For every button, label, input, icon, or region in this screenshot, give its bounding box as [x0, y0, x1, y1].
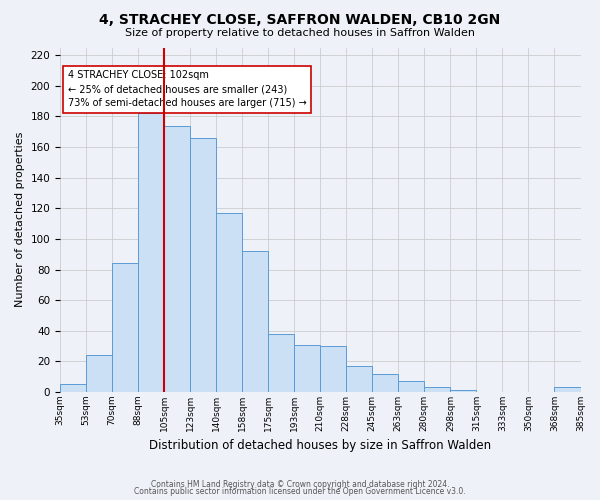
Bar [164, 126, 190, 392]
Text: 4 STRACHEY CLOSE: 102sqm
← 25% of detached houses are smaller (243)
73% of semi-: 4 STRACHEY CLOSE: 102sqm ← 25% of detach… [68, 70, 307, 108]
Bar [268, 334, 294, 392]
Bar [424, 388, 451, 392]
Text: 4, STRACHEY CLOSE, SAFFRON WALDEN, CB10 2GN: 4, STRACHEY CLOSE, SAFFRON WALDEN, CB10 … [100, 12, 500, 26]
Bar [190, 138, 216, 392]
Text: Contains HM Land Registry data © Crown copyright and database right 2024.: Contains HM Land Registry data © Crown c… [151, 480, 449, 489]
Bar [60, 384, 86, 392]
Bar [320, 346, 346, 392]
Bar [451, 390, 476, 392]
Text: Contains public sector information licensed under the Open Government Licence v3: Contains public sector information licen… [134, 487, 466, 496]
Bar [112, 264, 138, 392]
Bar [138, 114, 164, 392]
Bar [398, 382, 424, 392]
Bar [346, 366, 373, 392]
Bar [373, 374, 398, 392]
X-axis label: Distribution of detached houses by size in Saffron Walden: Distribution of detached houses by size … [149, 440, 491, 452]
Bar [242, 251, 268, 392]
Text: Size of property relative to detached houses in Saffron Walden: Size of property relative to detached ho… [125, 28, 475, 38]
Bar [86, 356, 112, 392]
Bar [216, 213, 242, 392]
Bar [294, 344, 320, 392]
Bar [554, 388, 581, 392]
Y-axis label: Number of detached properties: Number of detached properties [15, 132, 25, 308]
